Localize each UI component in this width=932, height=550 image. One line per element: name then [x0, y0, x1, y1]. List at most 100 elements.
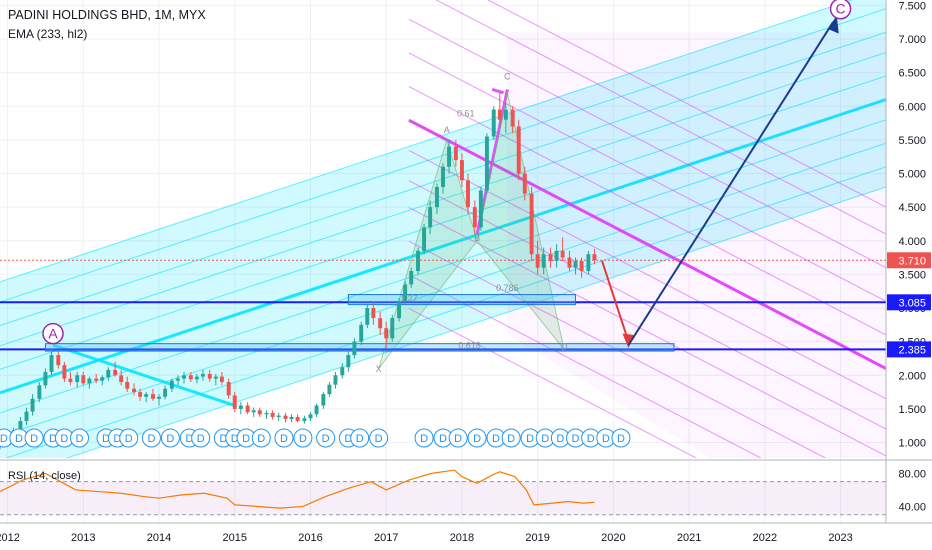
candle-body [276, 415, 281, 417]
candle [579, 257, 584, 278]
candle [37, 382, 42, 403]
candle-body [157, 396, 161, 399]
candle [447, 139, 452, 174]
price-tick-label: 4.500 [898, 202, 926, 214]
dividend-marker-circle [414, 428, 434, 448]
candle [371, 301, 376, 325]
candle [81, 371, 86, 386]
falling-channel-line [487, 0, 886, 208]
price-tick-label: 6.000 [898, 101, 926, 113]
candle-body [251, 410, 256, 413]
time-tick-label: 2019 [525, 532, 549, 544]
price-tick-label: 1.000 [898, 438, 926, 450]
candle [87, 376, 92, 389]
price-tick-label: 6.500 [898, 68, 926, 80]
candle-body [535, 254, 540, 268]
candle-body [441, 166, 445, 187]
dividend-marker-circle [350, 428, 370, 448]
candle-body [434, 186, 439, 208]
candle [453, 139, 458, 167]
candle-body [94, 378, 99, 381]
candle-body [207, 373, 212, 379]
dividend-marker: D [242, 433, 250, 445]
candle-body [314, 405, 319, 415]
dividend-marker: D [375, 433, 383, 445]
candle-body [522, 173, 527, 194]
support-levels [0, 259, 886, 352]
candle-body [484, 136, 489, 191]
candle [403, 281, 408, 305]
rising-channel-line [0, 142, 886, 438]
candle-body [289, 416, 294, 419]
pattern-label: B [474, 233, 480, 243]
rising-channel-line [0, 0, 854, 283]
rising-channel-line [4, 166, 886, 458]
candle [378, 311, 383, 335]
candle-body [56, 355, 61, 366]
dividend-marker: D [473, 433, 481, 445]
candle [548, 247, 553, 268]
candle-body [554, 250, 559, 261]
dividend-marker-circle [467, 428, 487, 448]
candle [510, 106, 515, 134]
candle-body [219, 376, 224, 383]
dividend-marker: D [0, 433, 8, 445]
chart-title: PADINI HOLDINGS BHD, 1M, MYX [8, 8, 206, 22]
harmonic-bcd [476, 92, 565, 351]
candle-body [384, 328, 389, 339]
candle [560, 237, 565, 261]
candle-body [24, 411, 29, 422]
candle [119, 369, 124, 386]
dividend-marker-circle [160, 428, 180, 448]
pattern-label: 1.27 [400, 293, 418, 303]
candle [352, 338, 357, 359]
candle-body [340, 367, 345, 376]
dividend-marker-circle [369, 428, 389, 448]
candle-body [232, 395, 237, 409]
candle-body [68, 378, 73, 383]
candle [441, 163, 445, 194]
candle-body [302, 418, 307, 422]
projection-arrow-up-head [827, 15, 839, 34]
candle [175, 375, 180, 386]
time-tick-label: 2013 [71, 532, 95, 544]
candle-body [125, 382, 130, 389]
price-tick-label: 4.000 [898, 236, 926, 248]
dividend-marker: D [507, 433, 515, 445]
pattern-label: 0.786 [496, 283, 519, 293]
candle-body [516, 126, 521, 174]
candle [56, 351, 61, 369]
candle [138, 388, 143, 401]
candle [497, 92, 502, 127]
dividend-marker: D [49, 433, 57, 445]
ema-indicator-label: EMA (233, hl2) [8, 27, 88, 41]
candle-body [295, 416, 300, 422]
price-label: 3.085 [898, 297, 926, 309]
candle [529, 186, 534, 261]
candle [182, 371, 186, 384]
price-label: 3.710 [898, 255, 926, 267]
candle-body [586, 254, 591, 272]
candle-body [346, 355, 351, 368]
rising-channel-line [0, 75, 886, 370]
dividend-marker-circle [293, 428, 313, 448]
candle [478, 186, 483, 231]
dividend-marker: D [185, 433, 193, 445]
candle [346, 351, 351, 372]
candle-body [37, 385, 42, 399]
falling-channel-line [408, 52, 886, 302]
median-connector [52, 343, 236, 407]
falling-channel-line [408, 18, 886, 269]
price-tick-label: 5.000 [898, 169, 926, 181]
candle [573, 257, 578, 275]
dividend-marker: D [76, 433, 84, 445]
candle-body [308, 414, 313, 419]
candle [194, 373, 199, 384]
falling-channel-line [408, 274, 762, 458]
candle [484, 133, 489, 194]
candle [289, 414, 294, 423]
candle-body [327, 384, 332, 395]
wave-label: A [48, 326, 58, 342]
